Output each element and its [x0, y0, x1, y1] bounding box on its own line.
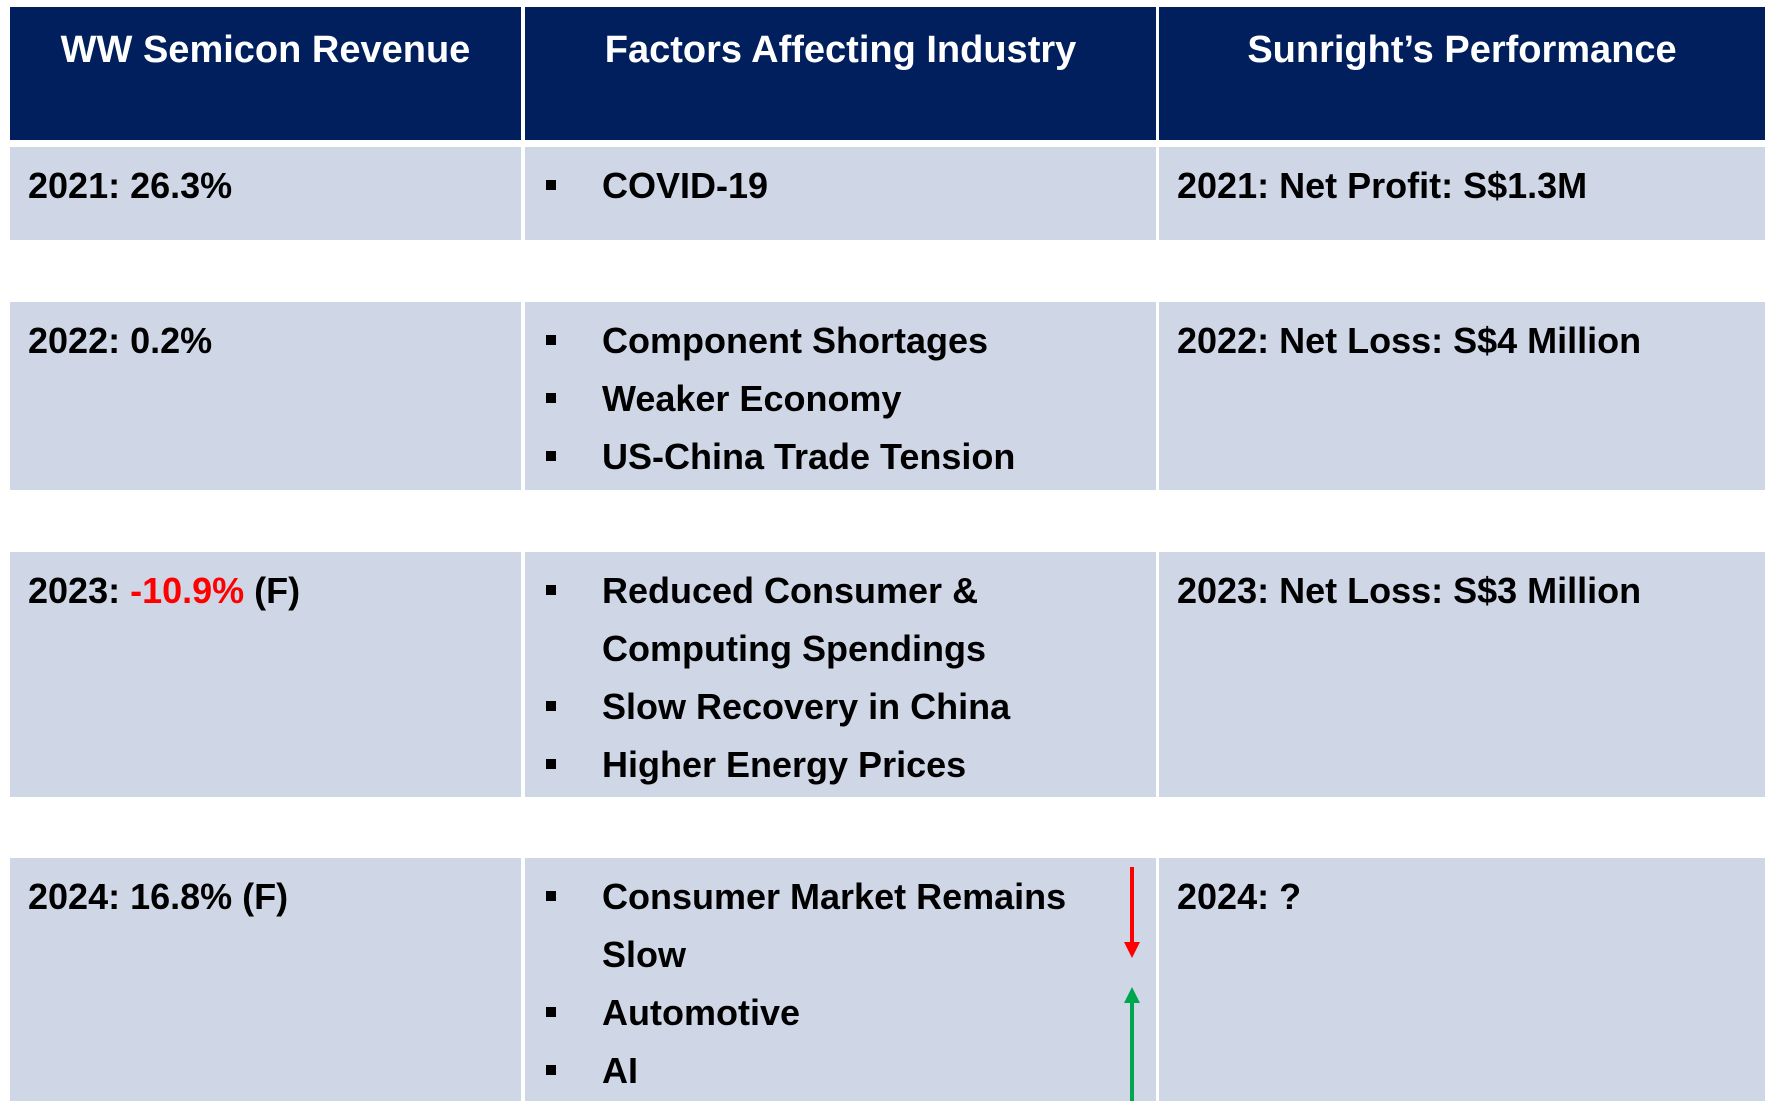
performance-cell: 2023: Net Loss: S$3 Million [1159, 552, 1765, 797]
factor-item: Consumer Market Remains Slow [546, 868, 1142, 984]
factor-list: Reduced Consumer & Computing Spendings Sl… [546, 562, 1156, 794]
factor-list: COVID-19 [546, 157, 1156, 215]
factor-item: AI [546, 1042, 1142, 1100]
factor-item: Higher Energy Prices [546, 736, 1142, 794]
performance-cell: 2022: Net Loss: S$4 Million [1159, 302, 1765, 490]
revenue-text: 2023: [28, 570, 131, 611]
factor-item: Component Shortages [546, 312, 1142, 370]
factor-item: Slow Recovery in China [546, 678, 1142, 736]
revenue-cell: 2021: 26.3% [10, 147, 521, 240]
revenue-text: (F) [244, 570, 301, 611]
header-cell: Factors Affecting Industry [525, 7, 1156, 140]
factor-item: US-China Trade Tension [546, 428, 1142, 486]
factors-cell: COVID-19 [525, 147, 1156, 240]
revenue-cell: 2023: -10.9% (F) [10, 552, 521, 797]
revenue-text: -10.9% [130, 570, 245, 611]
factor-item: Weaker Economy [546, 370, 1142, 428]
revenue-text: 2024: 16.8% (F) [28, 876, 289, 917]
revenue-text: 2021: 26.3% [28, 165, 233, 206]
factor-list: Consumer Market Remains Slow Automotive AI [546, 868, 1156, 1100]
factor-list: Component Shortages Weaker Economy US-Chin… [546, 312, 1156, 486]
revenue-cell: 2022: 0.2% [10, 302, 521, 490]
factors-cell: Reduced Consumer & Computing Spendings Sl… [525, 552, 1156, 797]
performance-cell: 2021: Net Profit: S$1.3M [1159, 147, 1765, 240]
revenue-text: 2022: 0.2% [28, 320, 213, 361]
revenue-cell: 2024: 16.8% (F) [10, 858, 521, 1101]
factor-item: Automotive [546, 984, 1142, 1042]
factors-cell: Component Shortages Weaker Economy US-Chin… [525, 302, 1156, 490]
header-cell: WW Semicon Revenue [10, 7, 521, 140]
header-cell: Sunright’s Performance [1159, 7, 1765, 140]
factors-cell: Consumer Market Remains Slow Automotive AI [525, 858, 1156, 1101]
factor-item: Reduced Consumer & Computing Spendings [546, 562, 1142, 678]
performance-cell: 2024: ? [1159, 858, 1765, 1101]
factor-item: COVID-19 [546, 157, 1142, 215]
